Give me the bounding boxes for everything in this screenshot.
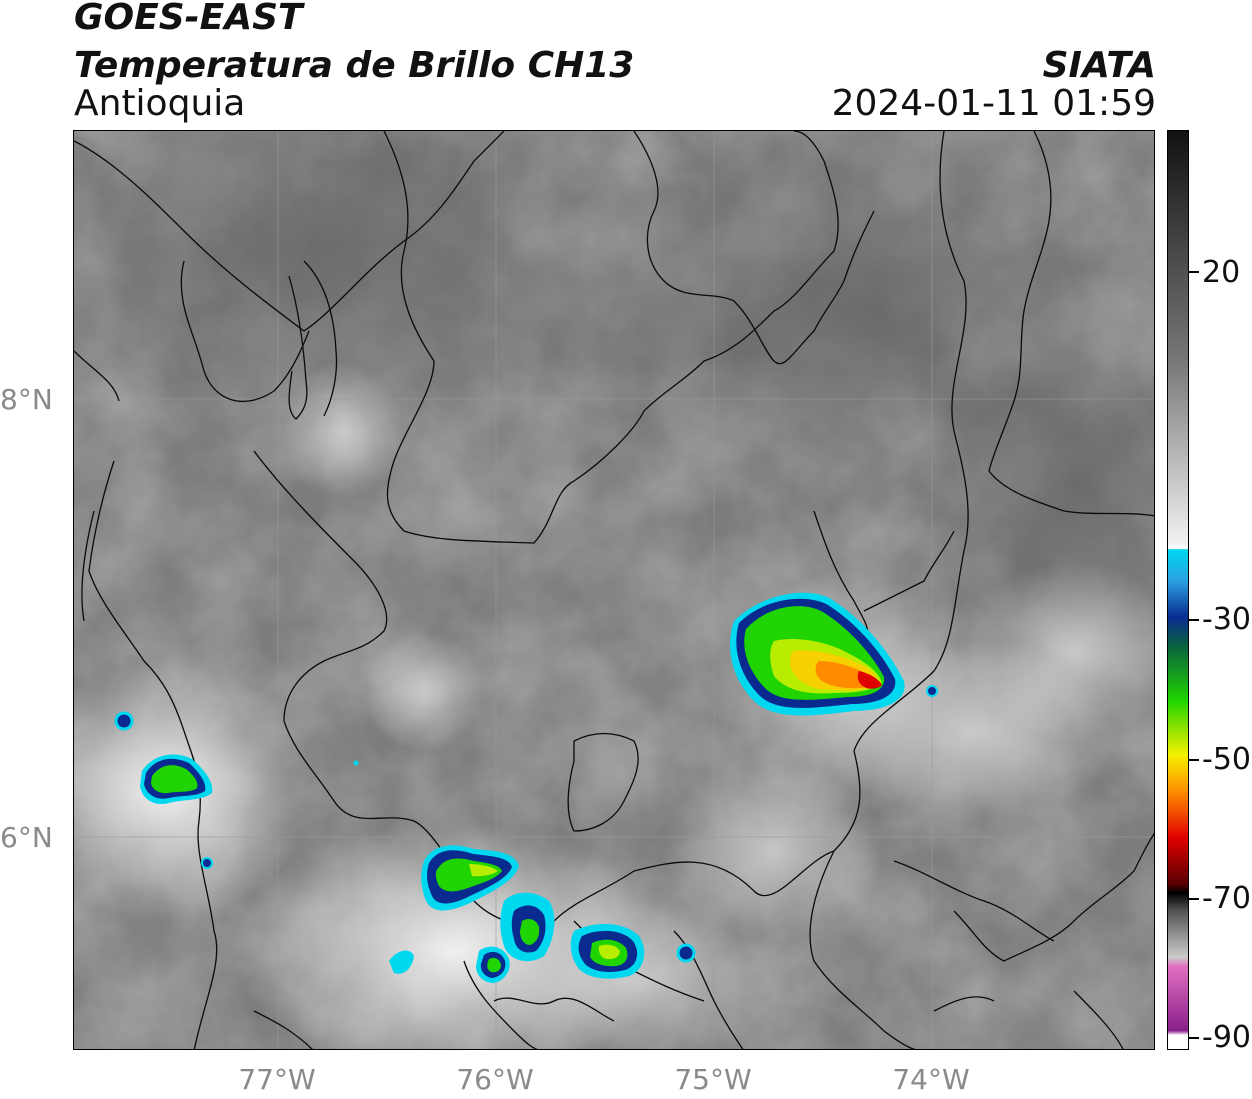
lat-label-6n: 6°N (0, 821, 53, 854)
storm-cell-small-1 (114, 711, 134, 731)
colorbar-label: 20 (1202, 255, 1241, 290)
storm-cell-ne (730, 592, 905, 716)
lon-label-77w: 77°W (238, 1063, 316, 1096)
graticule (74, 131, 1154, 1049)
colorbar-label: -70 (1202, 881, 1251, 916)
product-title: Temperatura de Brillo CH13 (74, 45, 635, 86)
colorbar-tick (1189, 271, 1199, 273)
colorbar (1167, 130, 1189, 1050)
datetime-label: 2024-01-11 01:59 (831, 83, 1156, 124)
colorbar-label: -50 (1202, 742, 1251, 777)
convective-cells (114, 592, 938, 983)
storm-cell-small-3 (676, 943, 696, 963)
colorbar-tick (1189, 1037, 1199, 1039)
lon-label-76w: 76°W (456, 1063, 534, 1096)
storm-cell-south-5 (389, 950, 414, 974)
colorbar-label: -90 (1202, 1020, 1251, 1055)
storm-cell-south-1 (421, 845, 519, 911)
satellite-title: GOES-EAST (74, 0, 303, 38)
storm-cell-small-4 (353, 760, 359, 766)
storm-cell-west (140, 754, 213, 805)
storm-cell-south-2 (500, 892, 555, 962)
satellite-map[interactable] (73, 130, 1155, 1050)
colorbar-tick (1189, 759, 1199, 761)
storm-cell-south-3 (570, 924, 645, 979)
organization-label: SIATA (1042, 45, 1156, 86)
lon-label-75w: 75°W (674, 1063, 752, 1096)
storm-cell-dot (926, 685, 938, 697)
storm-cell-small-2 (201, 857, 213, 869)
colorbar-tick (1189, 619, 1199, 621)
lat-label-8n: 8°N (0, 383, 53, 416)
colorbar-tick (1189, 898, 1199, 900)
region-label: Antioquia (74, 83, 246, 124)
lon-label-74w: 74°W (892, 1063, 970, 1096)
map-canvas (74, 131, 1154, 1049)
colorbar-label: -30 (1202, 602, 1251, 637)
storm-cell-south-4 (476, 946, 510, 983)
